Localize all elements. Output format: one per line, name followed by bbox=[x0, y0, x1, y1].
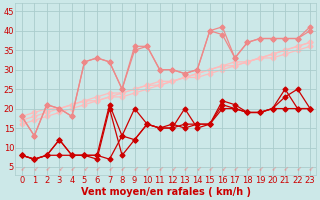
Text: ↓: ↓ bbox=[68, 166, 76, 174]
Text: ↓: ↓ bbox=[43, 166, 51, 174]
Text: ↓: ↓ bbox=[206, 166, 213, 174]
Text: ↓: ↓ bbox=[131, 166, 138, 174]
Text: ↓: ↓ bbox=[169, 166, 176, 174]
Text: ↓: ↓ bbox=[244, 166, 251, 174]
Text: ↓: ↓ bbox=[307, 166, 314, 174]
Text: ↓: ↓ bbox=[118, 166, 126, 174]
X-axis label: Vent moyen/en rafales ( km/h ): Vent moyen/en rafales ( km/h ) bbox=[81, 187, 251, 197]
Text: ↓: ↓ bbox=[194, 166, 201, 174]
Text: ↓: ↓ bbox=[269, 166, 276, 174]
Text: ↓: ↓ bbox=[143, 166, 151, 174]
Text: ↓: ↓ bbox=[219, 166, 226, 174]
Text: ↓: ↓ bbox=[294, 166, 301, 174]
Text: ↓: ↓ bbox=[106, 166, 113, 174]
Text: ↓: ↓ bbox=[31, 166, 38, 174]
Text: ↓: ↓ bbox=[81, 166, 88, 174]
Text: ↓: ↓ bbox=[281, 166, 289, 174]
Text: ↓: ↓ bbox=[256, 166, 264, 174]
Text: ↓: ↓ bbox=[56, 166, 63, 174]
Text: ↓: ↓ bbox=[181, 166, 188, 174]
Text: ↓: ↓ bbox=[156, 166, 163, 174]
Text: ↓: ↓ bbox=[231, 166, 238, 174]
Text: ↓: ↓ bbox=[93, 166, 100, 174]
Text: ↓: ↓ bbox=[18, 166, 25, 174]
